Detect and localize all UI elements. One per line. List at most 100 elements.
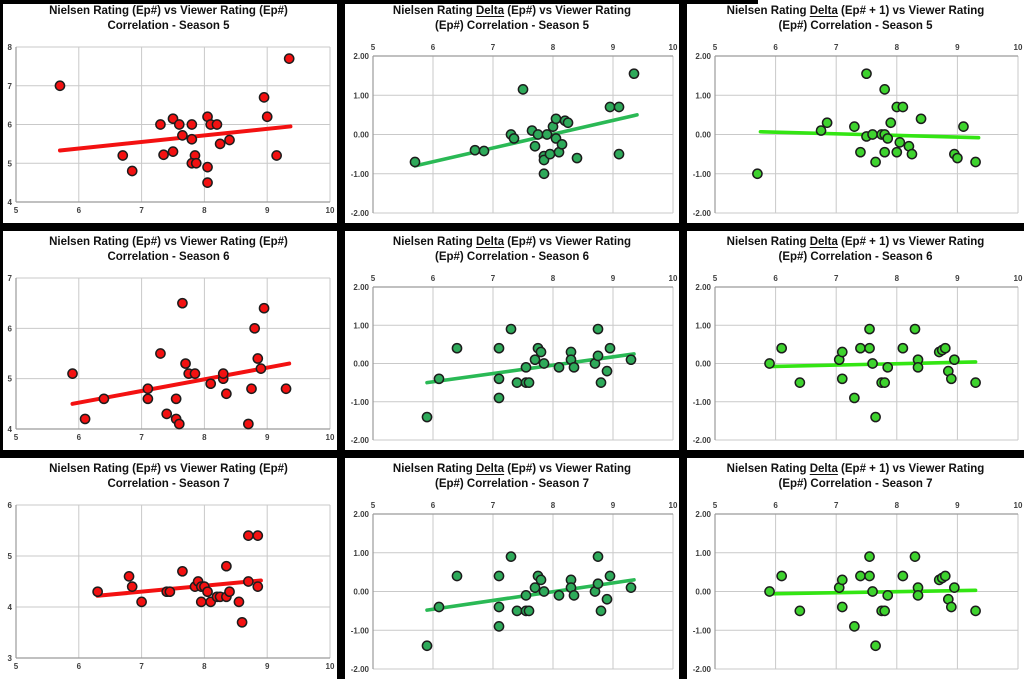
x-tick-label: 6: [773, 43, 778, 52]
data-point: [409, 156, 421, 168]
data-point: [529, 354, 541, 366]
title-pre: Nielsen Rating: [49, 236, 133, 248]
x-axis-tick-labels: 5 6 7 8 9 10: [371, 274, 678, 283]
data-point: [252, 581, 264, 592]
data-point: [752, 168, 763, 180]
y-axis-tick-labels: 4 5 6 7 8: [8, 43, 13, 207]
data-point: [891, 146, 903, 158]
data-point: [855, 570, 866, 582]
axes: [15, 505, 330, 659]
y-tick-label: 8: [8, 43, 13, 52]
data-point: [186, 133, 198, 145]
data-point: [79, 413, 91, 425]
data-point: [224, 134, 235, 146]
x-tick-label: 8: [895, 43, 900, 52]
data-point: [836, 346, 848, 358]
data-point: [123, 571, 135, 582]
data-point: [520, 361, 532, 373]
title-line2: (Ep#) Correlation - Season 5: [778, 19, 933, 32]
data-point: [249, 322, 260, 334]
data-point: [970, 605, 981, 617]
data-point: [126, 581, 138, 592]
y-tick-label: 4: [8, 603, 13, 612]
x-tick-label: 10: [1014, 274, 1023, 283]
x-axis-tick-labels: 5 6 7 8 9 10: [14, 433, 335, 442]
data-point: [271, 150, 282, 161]
data-point: [493, 342, 505, 354]
data-point: [604, 342, 616, 354]
axes: [15, 47, 330, 203]
y-tick-label: 6: [8, 324, 13, 333]
data-point: [592, 350, 604, 362]
chart-title: Nielsen Rating (Ep#) vs Viewer Rating (E…: [0, 235, 337, 265]
data-point: [180, 358, 191, 369]
y-tick-label: 6: [8, 121, 13, 130]
y-tick-label: -2.00: [693, 436, 712, 445]
data-point: [258, 92, 270, 103]
y-tick-label: 2.00: [695, 283, 711, 292]
panel-season5-delta-plus1-correlation: Nielsen Rating Delta (Ep# + 1) vs Viewer…: [687, 0, 1024, 223]
data-point: [550, 113, 562, 125]
title-pre: Nielsen Rating: [726, 463, 810, 475]
data-point: [879, 377, 891, 388]
data-point: [613, 148, 625, 160]
data-point: [538, 586, 550, 597]
data-point: [233, 596, 245, 608]
data-point: [255, 363, 267, 374]
title-post: (Ep# + 1) vs Viewer Rating: [837, 5, 985, 17]
x-tick-label: 7: [139, 206, 144, 215]
data-point: [202, 586, 213, 598]
title-line2: Correlation - Season 6: [107, 250, 230, 263]
data-point: [98, 393, 110, 405]
data-point: [879, 84, 891, 95]
data-point: [855, 342, 866, 354]
data-point: [164, 586, 176, 598]
data-point: [433, 373, 445, 385]
trend-line: [413, 113, 639, 168]
data-point: [243, 530, 254, 541]
x-tick-label: 9: [955, 274, 960, 283]
data-point: [535, 346, 547, 358]
title-line2: Correlation - Season 5: [107, 19, 230, 32]
y-axis-tick-labels: -2.00 -1.00 0.00 1.00 2.00: [693, 52, 712, 218]
data-points: [764, 551, 981, 652]
data-point: [478, 145, 490, 157]
data-point: [433, 601, 445, 613]
chart-title: Nielsen Rating Delta (Ep# + 1) vs Viewer…: [687, 4, 1024, 34]
panel-season6-rating-correlation: Nielsen Rating (Ep#) vs Viewer Rating (E…: [0, 231, 337, 450]
x-tick-label: 9: [265, 433, 270, 442]
y-tick-label: 0.00: [353, 131, 369, 140]
data-point: [195, 596, 207, 608]
data-point: [794, 377, 806, 388]
title-pre: Nielsen Rating: [392, 236, 476, 248]
data-point: [469, 144, 481, 156]
data-point: [167, 146, 179, 157]
x-tick-label: 7: [139, 662, 144, 671]
scatter-plot: 5 6 7 8 9 10 -2.00 -1.00 0.00 1.00 2.00: [351, 274, 678, 445]
title-pre: Nielsen Rating: [392, 5, 476, 17]
data-point: [221, 388, 232, 400]
data-point: [451, 570, 463, 582]
x-tick-label: 8: [551, 501, 556, 510]
y-tick-label: 0.00: [695, 360, 711, 369]
data-point: [451, 342, 463, 354]
y-tick-label: 0.00: [353, 588, 369, 597]
x-tick-label: 5: [713, 43, 718, 52]
y-tick-label: 0.00: [353, 360, 369, 369]
data-point: [544, 148, 556, 160]
panel-season7-delta-correlation: Nielsen Rating Delta (Ep#) vs Viewer Rat…: [345, 458, 679, 679]
data-points: [752, 68, 981, 180]
data-point: [190, 157, 202, 169]
chart-title: Nielsen Rating Delta (Ep#) vs Viewer Rat…: [345, 235, 679, 265]
x-tick-label: 6: [773, 274, 778, 283]
x-tick-label: 9: [955, 501, 960, 510]
x-tick-label: 5: [14, 662, 19, 671]
x-tick-label: 5: [371, 274, 376, 283]
panel-season7-rating-correlation: Nielsen Rating (Ep#) vs Viewer Rating (E…: [0, 458, 337, 679]
data-point: [517, 84, 529, 95]
gridlines: [372, 55, 674, 214]
data-point: [958, 121, 969, 133]
x-axis-tick-labels: 5 6 7 8 9 10: [713, 274, 1023, 283]
data-point: [855, 146, 866, 158]
y-tick-label: -2.00: [351, 436, 370, 445]
